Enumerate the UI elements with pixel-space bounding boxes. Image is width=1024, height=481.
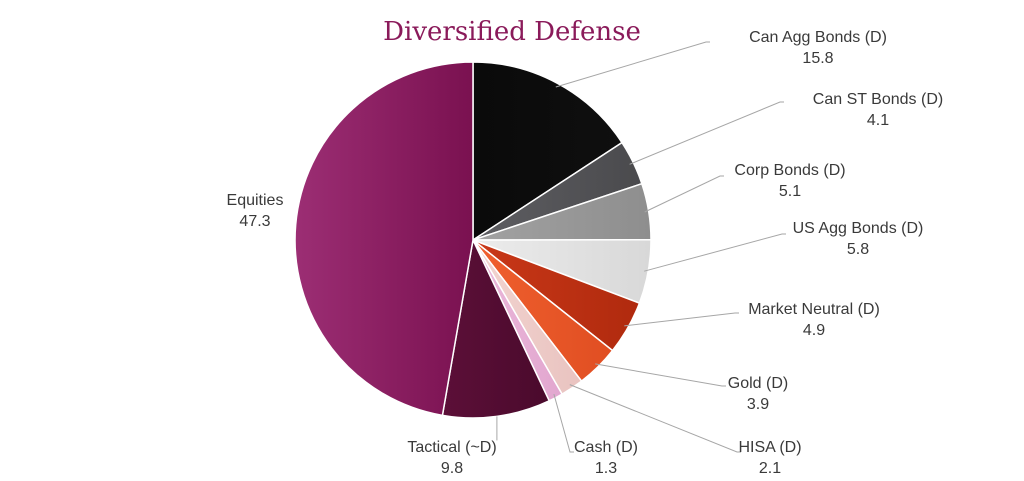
slice-label: Cash (D)	[574, 439, 638, 456]
slice-value-label: 9.8	[441, 460, 463, 477]
leader-line	[624, 312, 739, 327]
pie-slice-equities	[294, 61, 474, 417]
slice-label: Can ST Bonds (D)	[813, 91, 943, 108]
leader-line	[555, 41, 710, 88]
slice-value-label: 3.9	[747, 396, 769, 413]
slice-value-label: 2.1	[759, 460, 781, 477]
slice-label: Market Neutral (D)	[748, 301, 880, 318]
pie-slice-can-agg-bonds-d	[472, 61, 624, 242]
slice-value-label: 15.8	[802, 50, 833, 67]
slice-value-label: 4.1	[867, 112, 889, 129]
slice-label: Corp Bonds (D)	[734, 162, 845, 179]
leader-line	[569, 384, 741, 453]
chart-title: Diversified Defense	[383, 17, 641, 47]
slice-label: US Agg Bonds (D)	[793, 220, 924, 237]
slice-value-label: 47.3	[239, 213, 270, 230]
leader-line	[629, 101, 784, 165]
slice-value-label: 5.8	[847, 241, 869, 258]
leader-line	[644, 175, 724, 213]
slice-label: Equities	[227, 192, 284, 209]
slice-value-label: 4.9	[803, 322, 825, 339]
slice-label: Gold (D)	[728, 375, 788, 392]
slice-label: Can Agg Bonds (D)	[749, 29, 887, 46]
slice-value-label: 5.1	[779, 183, 801, 200]
pie-slice-tactical-d	[441, 237, 551, 419]
slice-value-label: 1.3	[595, 460, 617, 477]
leader-line	[595, 363, 726, 387]
leader-line	[553, 393, 574, 453]
leader-line	[644, 233, 786, 272]
slice-label: HISA (D)	[738, 439, 801, 456]
slice-label: Tactical (~D)	[407, 439, 496, 456]
